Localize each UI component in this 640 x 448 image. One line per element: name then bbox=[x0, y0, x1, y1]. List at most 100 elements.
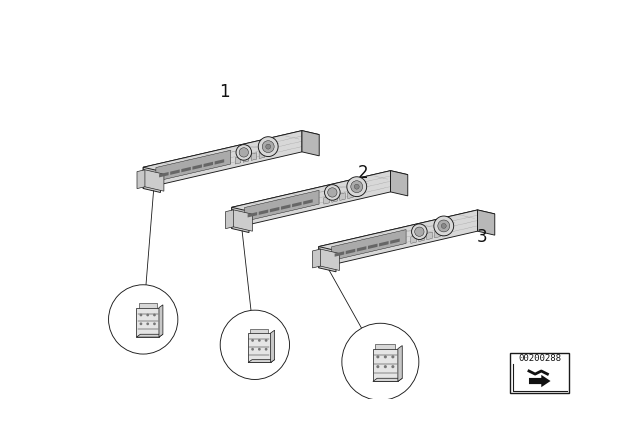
Text: 1: 1 bbox=[219, 83, 229, 101]
Polygon shape bbox=[319, 210, 495, 250]
Circle shape bbox=[376, 365, 380, 368]
Polygon shape bbox=[477, 210, 495, 235]
Polygon shape bbox=[435, 230, 440, 238]
Circle shape bbox=[442, 224, 446, 228]
Polygon shape bbox=[303, 199, 313, 205]
Circle shape bbox=[236, 145, 252, 160]
Circle shape bbox=[351, 181, 363, 193]
Polygon shape bbox=[232, 209, 252, 231]
Polygon shape bbox=[270, 207, 280, 212]
Polygon shape bbox=[398, 345, 403, 381]
Polygon shape bbox=[259, 210, 268, 215]
Circle shape bbox=[140, 314, 142, 316]
Circle shape bbox=[438, 220, 450, 232]
Polygon shape bbox=[248, 360, 275, 362]
Circle shape bbox=[384, 355, 387, 358]
Polygon shape bbox=[232, 171, 408, 211]
Circle shape bbox=[252, 348, 254, 351]
Circle shape bbox=[220, 310, 289, 379]
Polygon shape bbox=[312, 249, 321, 268]
Polygon shape bbox=[137, 170, 145, 189]
Polygon shape bbox=[319, 249, 339, 271]
Circle shape bbox=[258, 339, 260, 342]
Circle shape bbox=[153, 314, 156, 316]
Circle shape bbox=[153, 323, 156, 325]
Polygon shape bbox=[319, 246, 336, 272]
Circle shape bbox=[347, 177, 367, 197]
Polygon shape bbox=[324, 196, 330, 204]
Text: 2: 2 bbox=[357, 164, 368, 182]
Polygon shape bbox=[390, 171, 408, 196]
Polygon shape bbox=[419, 234, 424, 241]
Polygon shape bbox=[156, 150, 230, 181]
Polygon shape bbox=[159, 172, 168, 177]
Circle shape bbox=[376, 355, 380, 358]
Polygon shape bbox=[214, 159, 224, 164]
Polygon shape bbox=[373, 349, 398, 381]
Polygon shape bbox=[225, 210, 234, 228]
Circle shape bbox=[147, 323, 149, 325]
Circle shape bbox=[140, 323, 142, 325]
Circle shape bbox=[266, 144, 271, 149]
Circle shape bbox=[265, 348, 268, 351]
Polygon shape bbox=[143, 167, 161, 193]
Polygon shape bbox=[340, 193, 345, 200]
Polygon shape bbox=[346, 249, 355, 254]
Text: 3: 3 bbox=[477, 228, 487, 246]
Circle shape bbox=[109, 285, 178, 354]
FancyBboxPatch shape bbox=[511, 353, 569, 393]
Polygon shape bbox=[529, 375, 550, 387]
Circle shape bbox=[262, 141, 274, 153]
Polygon shape bbox=[375, 344, 396, 349]
Polygon shape bbox=[143, 131, 319, 171]
Polygon shape bbox=[427, 232, 432, 240]
Polygon shape bbox=[379, 241, 388, 246]
Circle shape bbox=[391, 355, 394, 358]
Polygon shape bbox=[373, 378, 403, 381]
Polygon shape bbox=[356, 189, 361, 197]
Circle shape bbox=[324, 185, 340, 200]
Polygon shape bbox=[243, 155, 249, 162]
Text: 00200288: 00200288 bbox=[518, 354, 561, 363]
Polygon shape bbox=[143, 131, 302, 189]
Circle shape bbox=[412, 224, 427, 240]
Circle shape bbox=[328, 188, 337, 197]
Polygon shape bbox=[204, 162, 213, 167]
Polygon shape bbox=[259, 151, 265, 159]
Polygon shape bbox=[136, 334, 163, 337]
Polygon shape bbox=[136, 308, 159, 337]
Circle shape bbox=[434, 216, 454, 236]
Polygon shape bbox=[332, 229, 406, 261]
Polygon shape bbox=[181, 167, 191, 172]
Polygon shape bbox=[248, 212, 257, 217]
Polygon shape bbox=[248, 333, 271, 362]
Polygon shape bbox=[335, 251, 344, 257]
Polygon shape bbox=[143, 169, 164, 191]
Circle shape bbox=[384, 365, 387, 368]
Polygon shape bbox=[281, 204, 291, 210]
Circle shape bbox=[239, 148, 248, 157]
Polygon shape bbox=[139, 303, 157, 308]
Polygon shape bbox=[332, 194, 337, 202]
Polygon shape bbox=[159, 305, 163, 337]
Circle shape bbox=[355, 184, 359, 189]
Polygon shape bbox=[302, 131, 319, 156]
Polygon shape bbox=[236, 156, 241, 164]
Circle shape bbox=[265, 339, 268, 342]
Polygon shape bbox=[250, 329, 268, 333]
Circle shape bbox=[252, 339, 254, 342]
Circle shape bbox=[342, 323, 419, 400]
Polygon shape bbox=[319, 210, 477, 268]
Circle shape bbox=[147, 314, 149, 316]
Polygon shape bbox=[244, 190, 319, 221]
Polygon shape bbox=[368, 244, 378, 249]
Circle shape bbox=[391, 365, 394, 368]
Polygon shape bbox=[170, 169, 180, 175]
Circle shape bbox=[258, 348, 260, 351]
Polygon shape bbox=[271, 330, 275, 362]
Polygon shape bbox=[232, 171, 390, 228]
Polygon shape bbox=[267, 149, 273, 157]
Circle shape bbox=[415, 227, 424, 237]
Polygon shape bbox=[443, 228, 448, 236]
Polygon shape bbox=[411, 236, 417, 243]
